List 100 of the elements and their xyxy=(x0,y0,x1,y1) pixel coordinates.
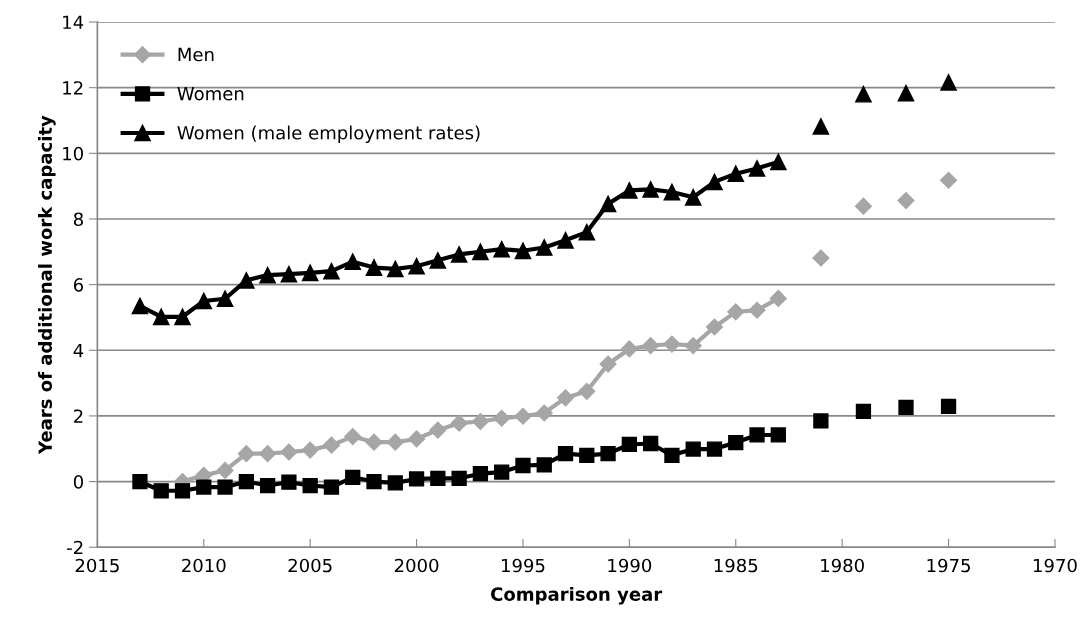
point xyxy=(706,173,723,191)
point xyxy=(643,435,659,452)
legend-label: Men xyxy=(178,47,214,62)
point xyxy=(493,409,511,427)
point xyxy=(174,483,191,499)
point xyxy=(897,84,915,102)
point xyxy=(812,249,830,267)
point xyxy=(727,303,745,321)
point xyxy=(642,181,659,198)
point xyxy=(514,242,532,260)
point xyxy=(642,337,660,355)
legend-label: Women xyxy=(177,86,244,101)
point xyxy=(174,308,191,326)
point xyxy=(408,471,425,487)
point xyxy=(195,292,213,310)
point xyxy=(536,457,552,473)
point xyxy=(322,436,341,454)
point xyxy=(684,188,702,206)
point xyxy=(556,389,575,407)
point xyxy=(386,260,404,278)
point xyxy=(280,265,298,283)
point xyxy=(472,466,489,482)
point xyxy=(812,118,830,135)
point xyxy=(813,413,829,429)
x-tick-label: 1975 xyxy=(927,558,970,573)
point xyxy=(301,264,319,282)
point xyxy=(578,223,596,241)
point xyxy=(557,231,574,249)
point xyxy=(579,447,595,463)
point xyxy=(854,197,872,215)
point xyxy=(706,441,723,457)
point xyxy=(345,469,361,485)
point xyxy=(727,165,745,183)
point xyxy=(769,289,787,307)
point xyxy=(386,433,404,451)
point xyxy=(770,427,786,443)
point xyxy=(259,266,276,284)
point xyxy=(620,340,638,358)
y-tick-label: 14 xyxy=(63,15,84,29)
point xyxy=(323,479,340,495)
point xyxy=(259,477,276,494)
point xyxy=(238,272,255,289)
point xyxy=(557,446,574,462)
point xyxy=(664,447,680,463)
point xyxy=(493,240,511,258)
point xyxy=(748,160,766,177)
point xyxy=(471,412,489,431)
point xyxy=(301,441,319,459)
point xyxy=(940,398,957,415)
point xyxy=(535,404,553,422)
point xyxy=(366,473,382,490)
point xyxy=(302,477,318,494)
legend-label: Women (male employment rates) xyxy=(177,125,480,144)
point xyxy=(131,297,149,315)
y-tick-label: 0 xyxy=(73,475,83,489)
point xyxy=(430,470,446,486)
point xyxy=(855,85,872,103)
point xyxy=(578,382,596,400)
point xyxy=(450,246,468,263)
point xyxy=(429,251,447,269)
point xyxy=(599,195,617,213)
point xyxy=(684,337,702,355)
x-tick-label: 2015 xyxy=(75,558,119,573)
point xyxy=(216,461,234,479)
point xyxy=(494,464,510,480)
point xyxy=(217,479,233,495)
point xyxy=(535,239,553,256)
point xyxy=(280,443,298,461)
point xyxy=(515,457,531,474)
point xyxy=(600,446,616,462)
point xyxy=(705,318,724,336)
x-tick-label: 2010 xyxy=(182,558,226,573)
x-axis-title: Comparison year xyxy=(491,586,663,605)
x-tick-label: 1990 xyxy=(608,558,652,573)
point xyxy=(387,475,403,491)
x-tick-label: 1985 xyxy=(714,558,758,573)
point xyxy=(621,436,638,453)
x-tick-label: 1980 xyxy=(821,558,864,573)
point xyxy=(259,445,277,463)
y-tick-label: 10 xyxy=(63,146,83,161)
point xyxy=(621,182,638,199)
point xyxy=(897,192,915,210)
point xyxy=(685,441,701,457)
y-tick-label: -2 xyxy=(67,540,83,555)
x-tick-label: 2000 xyxy=(394,558,439,573)
point xyxy=(450,414,468,432)
x-tick-label: 2005 xyxy=(288,558,332,573)
point xyxy=(940,171,958,189)
point xyxy=(365,433,383,451)
point xyxy=(281,474,297,490)
y-tick-label: 8 xyxy=(73,212,83,227)
point xyxy=(344,253,362,270)
point xyxy=(153,483,169,499)
point xyxy=(940,74,957,91)
point xyxy=(663,183,681,201)
point xyxy=(408,430,426,448)
y-tick-label: 12 xyxy=(63,81,83,95)
point xyxy=(472,243,489,261)
point xyxy=(599,355,617,373)
y-axis-title: Years of additional work capacity xyxy=(38,115,56,455)
